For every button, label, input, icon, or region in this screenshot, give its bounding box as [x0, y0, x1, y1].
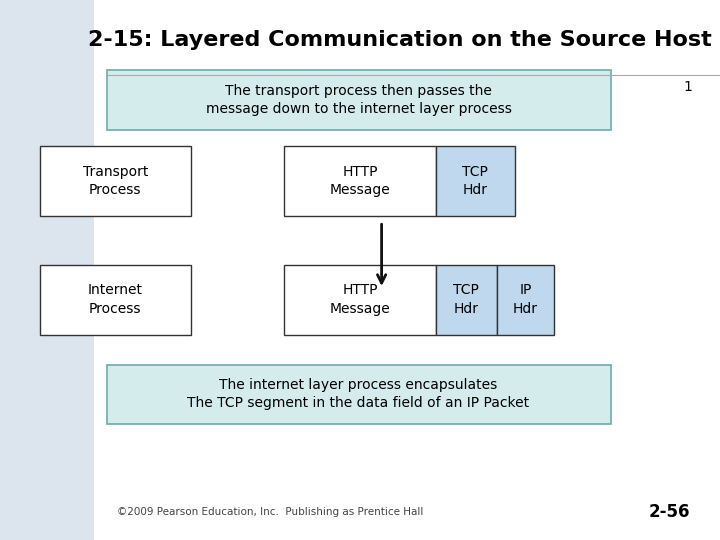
- Bar: [40, 265, 191, 335]
- Text: The internet layer process encapsulates
The TCP segment in the data field of an : The internet layer process encapsulates …: [187, 378, 530, 410]
- Text: TCP
Hdr: TCP Hdr: [462, 165, 488, 197]
- Text: Transport
Process: Transport Process: [83, 165, 148, 197]
- Bar: [94, 0, 720, 540]
- Text: HTTP
Message: HTTP Message: [330, 165, 390, 197]
- Text: TCP
Hdr: TCP Hdr: [454, 284, 479, 316]
- Bar: [107, 70, 611, 130]
- Text: The transport process then passes the
message down to the internet layer process: The transport process then passes the me…: [206, 84, 511, 116]
- Text: 2-56: 2-56: [649, 503, 690, 521]
- Bar: [497, 265, 554, 335]
- Text: 1: 1: [683, 80, 692, 94]
- Bar: [284, 146, 436, 216]
- Bar: [40, 146, 191, 216]
- Bar: [107, 364, 611, 424]
- Text: IP
Hdr: IP Hdr: [513, 284, 538, 316]
- Text: ©2009 Pearson Education, Inc.  Publishing as Prentice Hall: ©2009 Pearson Education, Inc. Publishing…: [117, 507, 423, 517]
- Text: HTTP
Message: HTTP Message: [330, 284, 390, 316]
- Text: Internet
Process: Internet Process: [88, 284, 143, 316]
- Bar: [284, 265, 436, 335]
- Text: 2-15: Layered Communication on the Source Host: 2-15: Layered Communication on the Sourc…: [88, 30, 711, 51]
- Bar: [436, 146, 515, 216]
- Bar: [436, 265, 497, 335]
